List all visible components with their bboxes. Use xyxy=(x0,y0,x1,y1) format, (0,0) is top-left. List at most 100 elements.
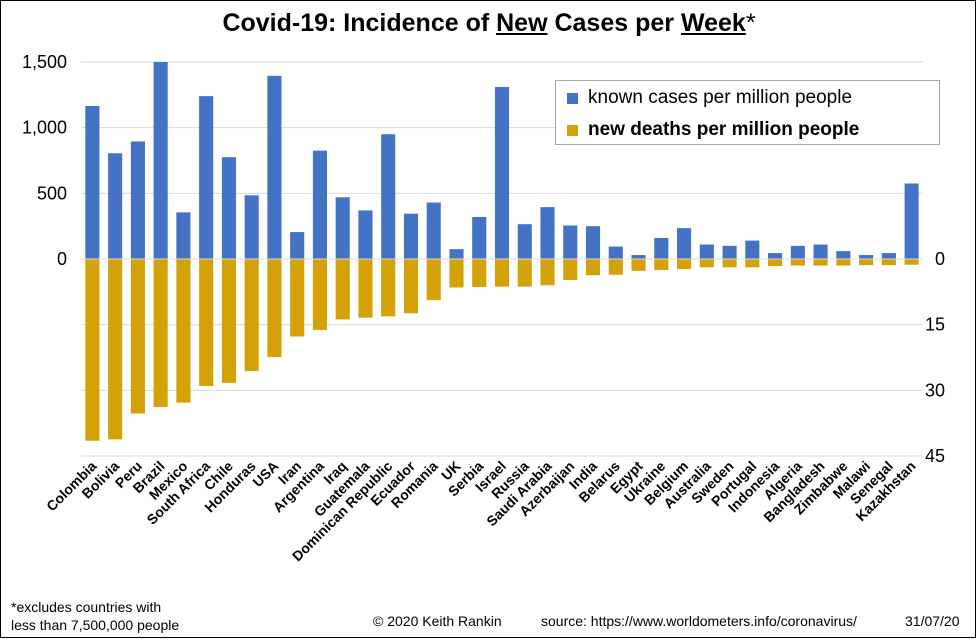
bar-deaths xyxy=(221,259,236,383)
bar-deaths xyxy=(585,259,601,276)
bar-cases xyxy=(540,207,555,259)
bar-cases xyxy=(267,75,282,259)
bar-cases xyxy=(563,225,578,259)
bar-deaths xyxy=(449,259,464,288)
bar-deaths xyxy=(335,259,350,320)
bar-deaths xyxy=(472,259,487,288)
bar-cases xyxy=(745,240,760,259)
title-week: Week xyxy=(680,9,746,37)
bar-cases xyxy=(722,245,737,259)
bar-deaths xyxy=(699,259,714,268)
bar-deaths xyxy=(904,259,919,265)
bar-cases xyxy=(631,255,646,259)
chart-title: Covid-19: Incidence of New Cases per Wee… xyxy=(1,9,976,38)
left-tick-label: 1,500 xyxy=(22,52,67,72)
bar-deaths xyxy=(494,259,510,287)
copyright-text: © 2020 Keith Rankin xyxy=(373,613,502,629)
bar-deaths xyxy=(244,259,259,372)
bar-deaths xyxy=(176,259,191,403)
legend: known cases per million people new death… xyxy=(555,80,940,145)
bar-deaths xyxy=(403,259,419,314)
footnote: *excludes countries with less than 7,500… xyxy=(11,598,179,634)
left-tick-label: 0 xyxy=(57,249,67,269)
bar-deaths xyxy=(768,259,783,267)
legend-label-deaths: new deaths per million people xyxy=(588,119,860,140)
right-tick-label: 15 xyxy=(925,315,945,335)
legend-item-deaths: new deaths per million people xyxy=(567,119,860,141)
bar-cases xyxy=(85,105,100,259)
right-tick-label: 0 xyxy=(935,249,945,269)
left-tick-label: 1,000 xyxy=(22,118,67,138)
date-text: 31/07/20 xyxy=(905,613,960,629)
bar-deaths xyxy=(108,259,123,440)
title-new: New xyxy=(496,9,548,37)
bar-cases xyxy=(449,249,464,259)
bar-cases xyxy=(517,224,532,259)
title-part2: Cases per xyxy=(547,9,681,37)
bar-cases xyxy=(836,251,851,259)
bar-cases xyxy=(335,197,350,259)
legend-swatch-cases xyxy=(567,93,578,104)
legend-label-cases: known cases per million people xyxy=(588,87,853,108)
bar-cases xyxy=(676,228,692,259)
bar-cases xyxy=(813,244,828,259)
bar-cases xyxy=(426,202,441,259)
bar-cases xyxy=(130,141,145,259)
bar-cases xyxy=(403,213,419,259)
bar-deaths xyxy=(790,259,805,266)
bar-cases xyxy=(768,253,783,259)
bar-cases xyxy=(881,253,896,259)
bar-cases xyxy=(358,210,373,259)
footnote-line2: less than 7,500,000 people xyxy=(11,617,180,633)
left-tick-label: 500 xyxy=(37,183,67,203)
bar-deaths xyxy=(608,259,623,275)
bar-deaths xyxy=(654,259,669,270)
bar-deaths xyxy=(813,259,828,266)
bar-deaths xyxy=(836,259,851,266)
bar-cases xyxy=(312,150,328,259)
bar-deaths xyxy=(199,259,214,386)
bar-deaths xyxy=(267,259,282,358)
title-part1: Covid-19: Incidence of xyxy=(222,9,497,37)
bar-cases xyxy=(654,237,669,259)
right-tick-label: 30 xyxy=(925,380,945,400)
legend-swatch-deaths xyxy=(567,125,578,136)
bar-cases xyxy=(176,212,191,259)
bar-deaths xyxy=(312,259,328,330)
bar-cases xyxy=(381,134,396,259)
bar-deaths xyxy=(381,259,396,317)
bar-deaths xyxy=(517,259,532,287)
bar-cases xyxy=(153,62,168,259)
bar-deaths xyxy=(745,259,760,268)
bar-deaths xyxy=(540,259,555,286)
bar-cases xyxy=(608,246,623,259)
bar-cases xyxy=(472,216,487,259)
bar-cases xyxy=(904,183,919,259)
bar-cases xyxy=(585,226,601,259)
bar-deaths xyxy=(290,259,305,337)
bar-cases xyxy=(494,86,510,259)
bar-deaths xyxy=(881,259,896,266)
bar-cases xyxy=(290,232,305,259)
right-tick-label: 45 xyxy=(925,446,945,466)
footnote-line1: *excludes countries with xyxy=(11,599,162,615)
bar-deaths xyxy=(426,259,441,301)
bar-deaths xyxy=(130,259,145,414)
bar-deaths xyxy=(153,259,168,407)
title-star: * xyxy=(745,9,756,37)
source-text: source: https://www.worldometers.info/co… xyxy=(541,613,857,629)
bar-cases xyxy=(199,96,214,259)
bar-deaths xyxy=(631,259,646,271)
bar-cases xyxy=(221,157,236,259)
bar-deaths xyxy=(859,259,874,266)
bar-cases xyxy=(108,153,123,259)
bar-cases xyxy=(699,244,714,259)
bar-cases xyxy=(859,255,874,259)
bar-deaths xyxy=(85,259,100,441)
bar-deaths xyxy=(358,259,373,318)
bar-deaths xyxy=(563,259,578,281)
bar-deaths xyxy=(722,259,737,268)
bar-cases xyxy=(244,195,259,259)
